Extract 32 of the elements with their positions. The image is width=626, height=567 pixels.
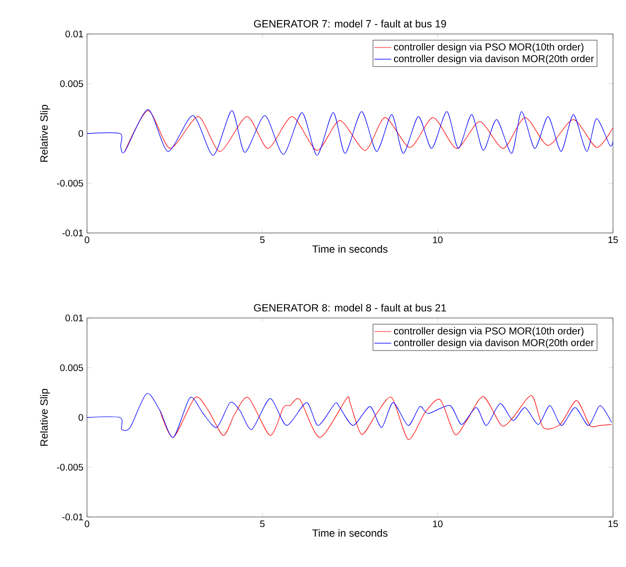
legend-label: controller design via PSO MOR(10th order) [394,43,584,52]
y-tick-label: -0.01 [62,230,84,236]
chart-title: GENERATOR 8: model 8 - fault at bus 21 [254,304,446,312]
y-tick-label: 0.005 [60,364,84,372]
x-tick-label: 0 [84,520,90,528]
line-series [160,395,612,440]
x-tick-label: 10 [433,236,443,244]
y-tick-label: -0.005 [57,464,84,471]
y-tick-label: 0 [78,414,84,421]
legend-label: controller design via davison MOR(20th order [394,54,594,64]
x-tick-label: 15 [608,236,618,244]
line-series [87,393,612,438]
line-series [87,109,614,156]
y-axis-title: Relative Slip [40,104,50,162]
x-tick-label: 5 [260,520,265,528]
y-axis-title: Relative Slip [40,388,50,446]
x-tick-label: 0 [84,236,90,244]
y-tick-label: 0.005 [60,80,84,88]
y-tick-label: -0.01 [62,514,84,520]
y-tick-label: 0.01 [65,314,84,322]
y-tick-label: 0.01 [65,30,84,38]
x-tick-label: 15 [608,520,618,528]
legend-label: controller design via davison MOR(20th order [394,338,594,348]
y-tick-label: -0.005 [57,180,84,187]
chart-title: GENERATOR 7: model 7 - fault at bus 19 [254,20,446,28]
line-series [124,110,614,152]
x-tick-label: 10 [433,520,443,528]
x-axis-title: Time in seconds [312,529,388,537]
x-tick-label: 5 [260,236,265,244]
y-tick-label: 0 [78,130,84,137]
legend-label: controller design via PSO MOR(10th order) [394,327,584,336]
x-axis-title: Time in seconds [312,245,388,253]
